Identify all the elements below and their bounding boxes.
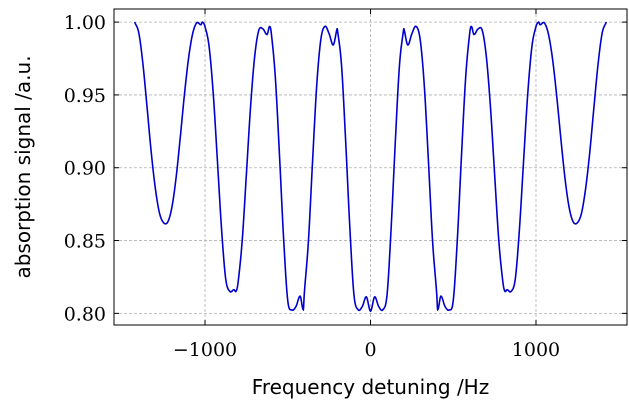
ticks: −1000 0 1000 0.80 0.85 0.90 0.95 1.00 [64,9,627,361]
x-tick-label: 1000 [512,339,560,361]
x-tick-label: 0 [364,339,376,361]
y-tick-label: 0.90 [64,158,106,180]
y-axis-title: absorption signal /a.u. [11,55,35,278]
y-tick-label: 0.85 [64,231,106,253]
y-tick-label: 1.00 [64,12,106,34]
series-line [133,21,608,313]
x-tick-label: −1000 [173,339,237,361]
y-tick-label: 0.95 [64,85,106,107]
series-layer [133,21,608,313]
y-tick-label: 0.80 [64,303,106,325]
x-axis-title: Frequency detuning /Hz [252,375,489,399]
grid [114,9,627,325]
